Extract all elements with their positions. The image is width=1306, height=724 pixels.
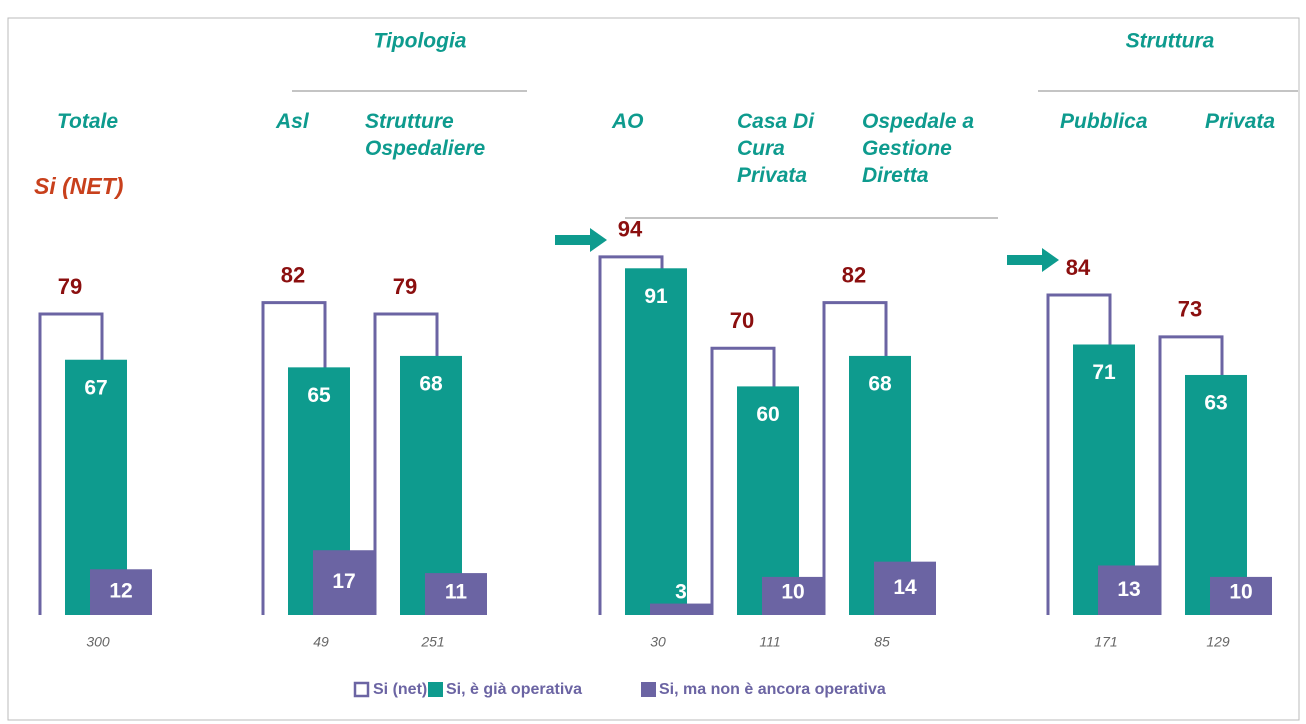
base-label: 49 — [313, 634, 329, 650]
pending-bar — [874, 561, 936, 615]
category-label: Casa Di Cura Privata — [737, 110, 815, 187]
category-label: Pubblica — [1060, 110, 1148, 133]
category-label: Totale — [57, 110, 119, 133]
pending-label: 10 — [781, 581, 804, 604]
pending-bar — [1210, 576, 1272, 615]
category-label: Strutture Ospedaliere — [365, 110, 486, 160]
net-label: 70 — [730, 308, 754, 333]
pending-label: 14 — [893, 576, 917, 599]
legend-label: Si, ma non è ancora operativa — [659, 681, 886, 698]
pending-label: 11 — [445, 581, 468, 604]
frame — [7, 17, 1300, 721]
legend-label: Si (net) — [373, 681, 427, 698]
category-label: Ospedale a Gestione Diretta — [862, 110, 975, 187]
category-label: Asl — [276, 110, 309, 133]
operative-label: 65 — [307, 384, 331, 407]
pending-label: 13 — [1117, 578, 1140, 601]
pending-bar — [762, 576, 824, 615]
pending-label: 12 — [109, 580, 132, 603]
legend-swatch — [428, 682, 443, 697]
net-label: 73 — [1178, 297, 1202, 322]
pending-bar — [90, 569, 152, 615]
subtitle: Si (NET) — [34, 173, 123, 199]
operative-label: 63 — [1204, 392, 1227, 415]
operative-label: 60 — [756, 403, 779, 426]
base-label: 251 — [420, 634, 444, 650]
header: Struttura — [1126, 30, 1215, 53]
pending-label: 3 — [675, 581, 687, 604]
arrow — [1007, 248, 1059, 272]
base-label: 85 — [874, 634, 890, 650]
net-label: 94 — [618, 217, 643, 242]
net-label: 82 — [842, 262, 866, 287]
header: Tipologia — [374, 30, 467, 53]
pending-bar — [313, 550, 375, 615]
operative-bar — [625, 268, 687, 615]
operative-label: 71 — [1092, 361, 1116, 384]
operative-label: 67 — [84, 376, 107, 399]
legend-swatch — [641, 682, 656, 697]
base-label: 300 — [86, 634, 110, 650]
operative-label: 68 — [868, 372, 892, 395]
operative-bar — [400, 355, 462, 615]
base-label: 171 — [1094, 634, 1117, 650]
pending-bar — [1098, 565, 1160, 615]
pending-bar — [425, 573, 487, 615]
base-label: 129 — [1206, 634, 1230, 650]
base-label: 111 — [759, 634, 780, 650]
pending-bar — [650, 603, 712, 615]
category-label: AO — [612, 110, 644, 133]
category-label: Privata — [1205, 110, 1276, 133]
operative-label: 91 — [644, 285, 668, 308]
operative-label: 68 — [419, 372, 443, 395]
net-label: 79 — [58, 274, 82, 299]
arrow — [555, 228, 607, 252]
net-label: 82 — [281, 262, 305, 287]
operative-bar — [1185, 374, 1247, 615]
pending-label: 10 — [1229, 581, 1252, 604]
pending-label: 17 — [332, 570, 355, 593]
legend-swatch — [353, 681, 370, 698]
base-label: 30 — [650, 634, 666, 650]
legend-label: Si, è già operativa — [446, 681, 582, 698]
net-label: 79 — [393, 274, 417, 299]
net-label: 84 — [1066, 255, 1091, 280]
